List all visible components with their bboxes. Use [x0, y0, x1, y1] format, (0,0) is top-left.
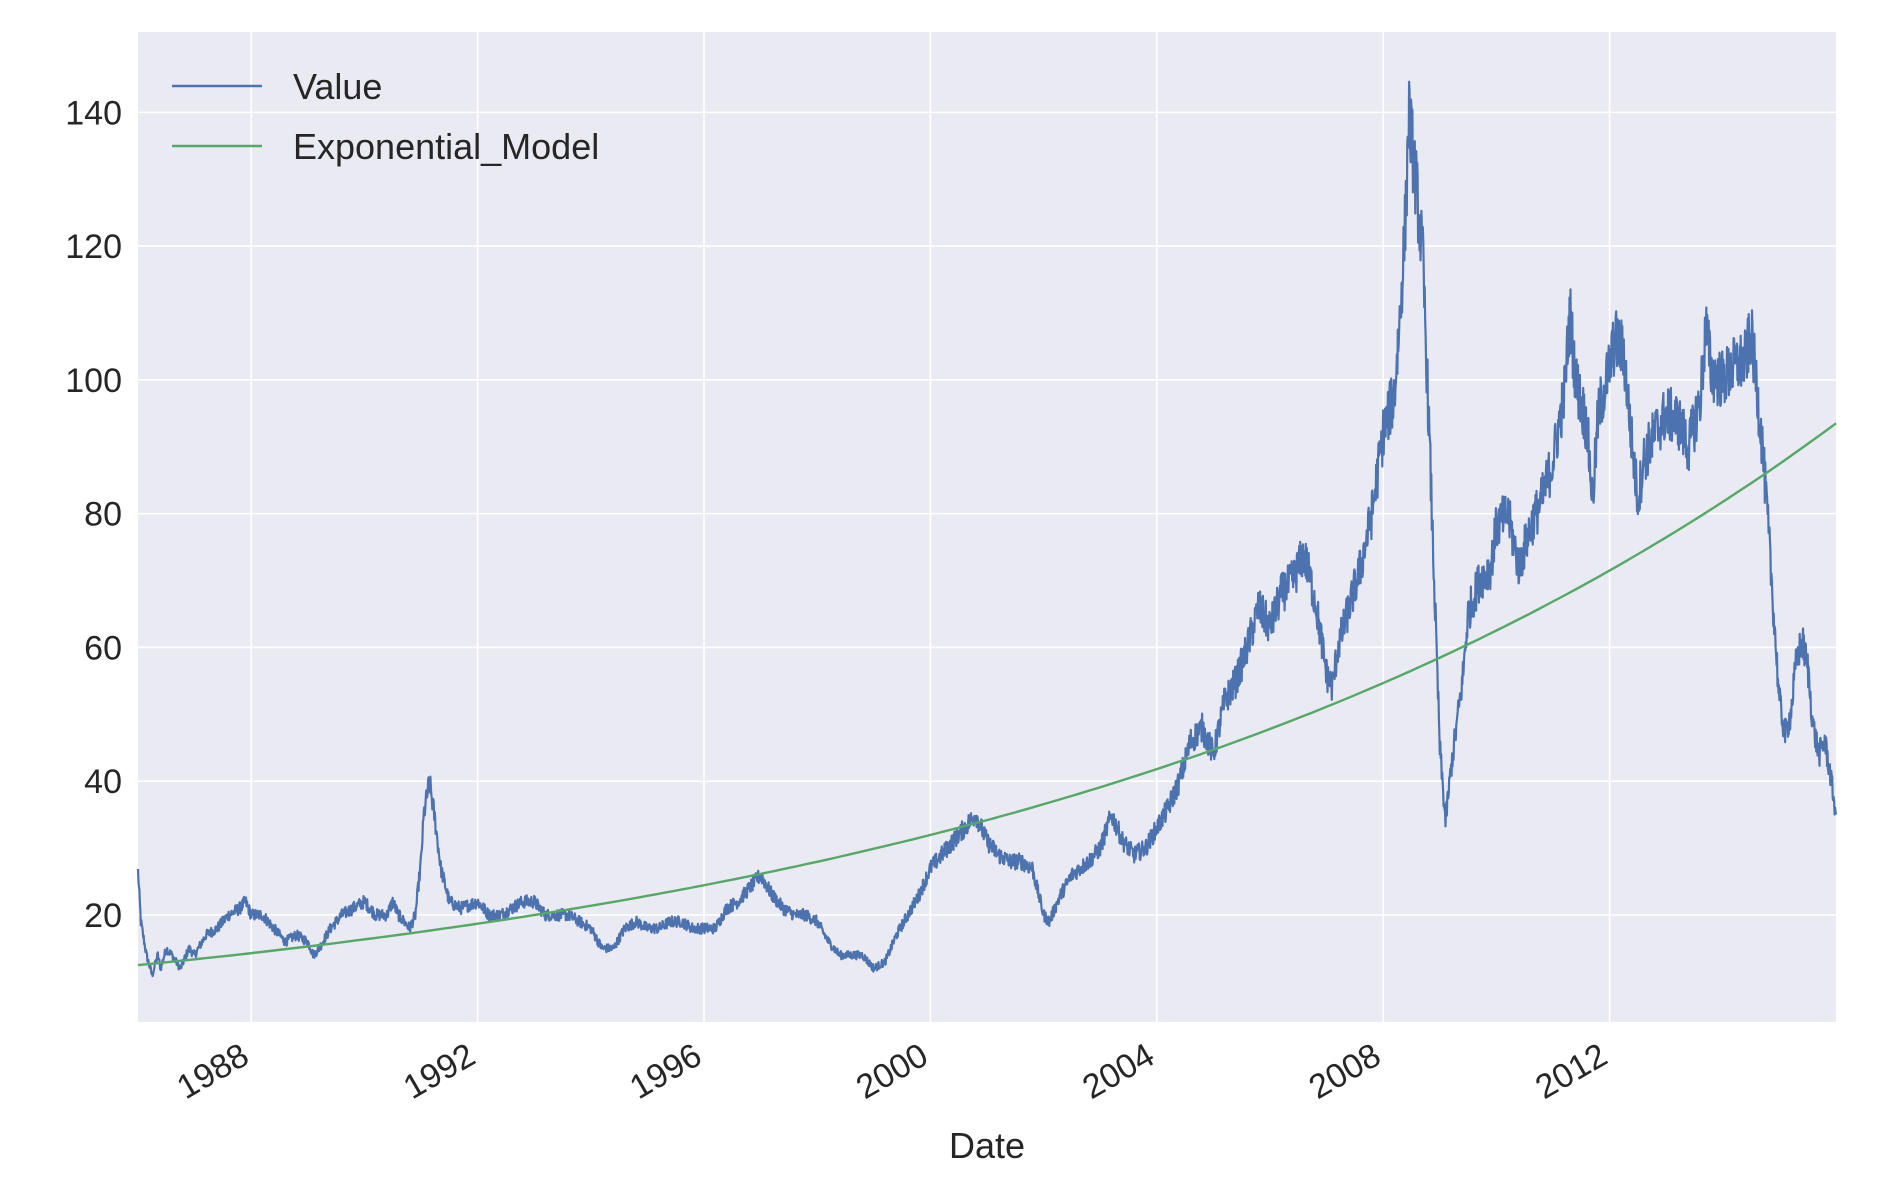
x-tick-label-1996: 1996: [623, 1036, 708, 1107]
value-series-line: [136, 80, 1838, 978]
y-tick-labels: 20 40 60 80 100 120 140: [65, 94, 122, 935]
series-group: [136, 80, 1838, 978]
legend: Value Exponential_Model: [172, 66, 599, 167]
y-tick-label-80: 80: [84, 496, 122, 534]
y-tick-label-60: 60: [84, 629, 122, 667]
x-tick-label-2008: 2008: [1303, 1036, 1388, 1107]
legend-value-label: Value: [293, 66, 382, 107]
x-tick-label-2000: 2000: [850, 1036, 935, 1107]
x-tick-label-1992: 1992: [397, 1036, 482, 1107]
y-tick-label-40: 40: [84, 763, 122, 801]
legend-model-label: Exponential_Model: [293, 126, 599, 167]
grid-lines: [138, 32, 1836, 1022]
x-tick-labels: 1988 1992 1996 2000 2004 2008 2012: [171, 1036, 1614, 1107]
x-tick-label-2004: 2004: [1076, 1036, 1161, 1107]
y-tick-label-120: 120: [65, 228, 122, 266]
x-tick-label-2012: 2012: [1529, 1036, 1614, 1107]
y-tick-label-140: 140: [65, 94, 122, 132]
exponential-model-line: [137, 422, 1837, 967]
y-tick-label-100: 100: [65, 362, 122, 400]
x-axis-title: Date: [949, 1125, 1025, 1166]
y-tick-label-20: 20: [84, 897, 122, 935]
plot-background: [138, 32, 1836, 1022]
x-tick-label-1988: 1988: [171, 1036, 256, 1107]
